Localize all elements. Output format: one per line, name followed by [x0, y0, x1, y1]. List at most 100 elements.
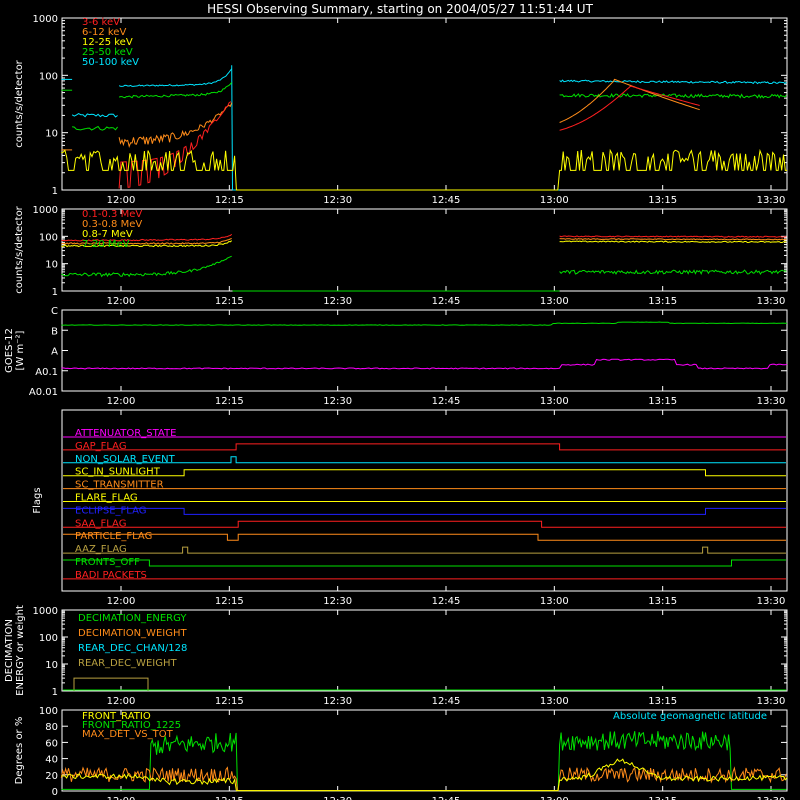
y-axis-label: counts/s/detector — [14, 59, 25, 147]
series-0.1-0.3mev — [559, 235, 787, 238]
y-tick-label: 10 — [45, 129, 58, 140]
x-tick-label: 12:15 — [215, 696, 244, 707]
flag-label: GAP_FLAG — [75, 441, 127, 452]
y-tick-label: 0 — [52, 787, 58, 798]
legend-entry: 3-6 keV — [82, 17, 120, 28]
series-0.8-7mev — [61, 240, 233, 248]
flag-line — [63, 533, 786, 541]
legend-entry: 25-50 keV — [82, 47, 133, 58]
x-tick-label: 12:30 — [323, 796, 352, 800]
x-tick-label: 12:15 — [215, 796, 244, 800]
y-tick-label: C — [51, 306, 58, 317]
x-tick-label: 12:15 — [215, 596, 244, 607]
x-tick-label: 12:45 — [432, 195, 461, 206]
flag-label: SAA_FLAG — [75, 518, 126, 529]
legend-entry: REAR_DEC_WEIGHT — [78, 658, 177, 669]
legend-entry: FRONT_RATIO — [82, 711, 151, 722]
x-tick-label: 13:00 — [540, 596, 569, 607]
series-12-25kev — [61, 148, 788, 191]
y-tick-label: 1000 — [33, 205, 58, 216]
flag-label: PARTICLE_FLAG — [75, 531, 152, 542]
legend-entry: 6-12 keV — [82, 27, 126, 38]
legend-entry: FRONT_RATIO_1225 — [82, 720, 181, 731]
x-tick-label: 13:30 — [757, 195, 786, 206]
x-tick-label: 13:30 — [757, 396, 786, 407]
x-tick-label: 13:15 — [648, 596, 677, 607]
chart-title: HESSI Observing Summary, starting on 200… — [207, 2, 593, 16]
x-tick-label: 13:00 — [540, 296, 569, 307]
y-tick-label: 100 — [39, 706, 58, 717]
x-tick-label: 13:30 — [757, 596, 786, 607]
y-tick-label: 20 — [45, 771, 58, 782]
series-0.3-0.8mev — [559, 238, 787, 241]
x-tick-label: 13:15 — [648, 696, 677, 707]
series-50-100kev — [71, 113, 118, 118]
x-tick-label: 13:30 — [757, 796, 786, 800]
y-axis-label: Flags — [32, 487, 43, 513]
y-axis-label: GOES-12 — [4, 328, 15, 373]
flag-label: ATTENUATOR_STATE — [75, 428, 176, 439]
series-layer — [60, 65, 788, 792]
x-tick-label: 12:00 — [107, 296, 136, 307]
x-tick-label: 13:15 — [648, 796, 677, 800]
y-axis-label: Degrees or % — [14, 717, 25, 785]
x-tick-label: 12:30 — [323, 396, 352, 407]
y-tick-label: A — [51, 347, 58, 358]
panel-frame-decimation — [61, 609, 788, 692]
y-axis-label: DECIMATION — [4, 619, 15, 682]
y-tick-label: 100 — [39, 232, 58, 243]
x-tick-label: 12:00 — [107, 796, 136, 800]
y-tick-label: 1 — [52, 687, 58, 698]
x-tick-label: 13:15 — [648, 296, 677, 307]
x-tick-label: 12:30 — [323, 195, 352, 206]
x-tick-label: 13:15 — [648, 195, 677, 206]
x-tick-label: 12:45 — [432, 596, 461, 607]
x-tick-label: 13:30 — [757, 296, 786, 307]
series-6-12kev — [559, 78, 700, 123]
y-tick-label: 80 — [45, 722, 58, 733]
legend-entry: REAR_DEC_CHAN/128 — [78, 643, 187, 654]
series-50-100kev — [118, 68, 233, 87]
panel-frame-flags — [61, 409, 788, 592]
x-tick-label: 12:15 — [215, 296, 244, 307]
x-tick-label: 12:00 — [107, 696, 136, 707]
y-tick-label: A0.1 — [35, 367, 58, 378]
x-tick-label: 13:00 — [540, 195, 569, 206]
labels-layer: 12:00 12:15 12:30 12:45 13:00 13:15 13:30 12:00… — [4, 14, 785, 800]
x-tick-label: 12:45 — [432, 696, 461, 707]
legend-entry: 7-20 MeV — [82, 239, 130, 250]
x-tick-label: 12:45 — [432, 296, 461, 307]
y-tick-label: 1000 — [33, 606, 58, 617]
y-axis-label-2: ENERGY or weight — [15, 605, 26, 696]
x-tick-label: 12:30 — [323, 296, 352, 307]
legend-entry: 0.1-0.3 MeV — [82, 209, 142, 220]
series-25-50kev — [559, 92, 787, 99]
x-tick-label: 12:30 — [323, 596, 352, 607]
flag-label: AAZ_FLAG — [75, 544, 127, 555]
x-tick-label: 13:30 — [757, 696, 786, 707]
x-tick-label: 12:45 — [432, 796, 461, 800]
flag-label: ECLIPSE_FLAG — [75, 505, 146, 516]
x-tick-label: 12:30 — [323, 696, 352, 707]
series-3-6kev — [559, 85, 700, 131]
y-tick-label: 100 — [39, 633, 58, 644]
legend-entry: DECIMATION_WEIGHT — [78, 628, 187, 639]
legend-entry: MAX_DET_VS_TOT — [82, 729, 174, 740]
series-50-100kev — [559, 79, 787, 85]
y-axis-label-units: [W m⁻²] — [15, 330, 26, 370]
series-7-20mev — [61, 255, 232, 278]
flag-label: FLARE_FLAG — [75, 493, 138, 504]
x-tick-label: 13:00 — [540, 696, 569, 707]
flag-label: FRONTS_OFF — [75, 557, 140, 568]
flag-line — [63, 469, 786, 477]
y-tick-label: 10 — [45, 660, 58, 671]
flag-label: SC_IN_SUNLIGHT — [75, 467, 161, 478]
x-tick-label: 13:00 — [540, 396, 569, 407]
flag-label: SC_TRANSMITTER — [75, 480, 164, 491]
series-0.8-7mev — [559, 240, 787, 244]
legend-entry: 50-100 keV — [82, 57, 139, 68]
x-tick-label: 13:00 — [540, 796, 569, 800]
annotation-geomagnetic-latitude: Absolute geomagnetic latitude — [613, 711, 767, 722]
series-25-50kev — [118, 82, 233, 99]
